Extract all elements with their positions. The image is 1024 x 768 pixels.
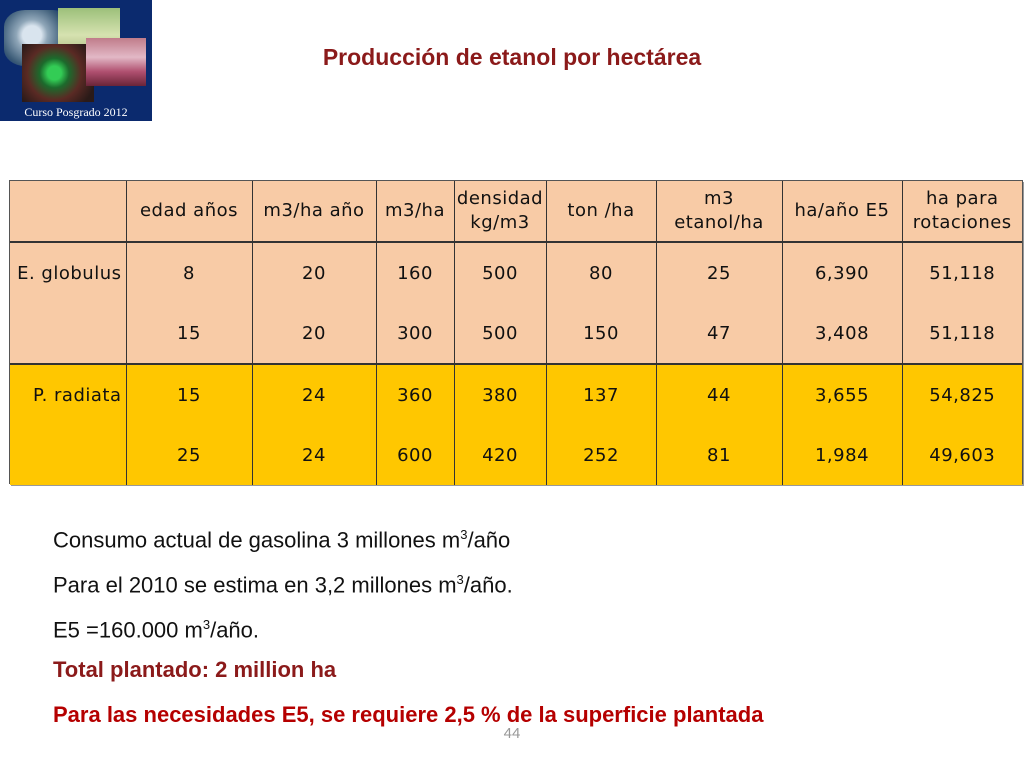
table-cell: 252 [545,425,656,485]
table-cell: 8 [125,242,252,303]
note-text: /año [467,527,511,553]
note-superscript: 3 [456,572,464,587]
note-superscript: 3 [460,527,468,542]
note-text: /año. [210,617,260,643]
note-consumo: Consumo actual de gasolina 3 millones m3… [53,520,763,565]
course-logo: Curso Posgrado 2012 [0,0,152,121]
note-estimacion: Para el 2010 se estima en 3,2 millones m… [53,565,763,610]
species-cell [10,303,126,364]
table-cell: 80 [545,242,656,303]
table-cell: 49,603 [901,425,1022,485]
header-ha-rotaciones: ha para rotaciones [901,181,1022,243]
species-cell [10,425,126,485]
header-m3-ha: m3/ha [375,181,454,243]
species-cell: P. radiata [10,363,126,425]
table-cell: 360 [375,363,454,425]
table-cell: 3,408 [781,303,902,364]
header-ha-ano-e5: ha/año E5 [781,181,902,243]
table-cell: 6,390 [781,242,902,303]
note-text: Consumo actual de gasolina 3 millones m [53,527,461,553]
table-cell: 160 [375,242,454,303]
page-number: 44 [503,725,521,742]
note-superscript: 3 [202,617,211,632]
table-cell: 24 [251,425,376,485]
header-m3-ha-ano: m3/ha año [251,181,376,243]
table-cell: 500 [453,303,546,364]
table-row: E. globulus 8 20 160 500 80 25 6,390 51,… [10,242,1022,303]
note-text: Para el 2010 se estima en 3,2 millones m [53,572,457,598]
table-cell: 137 [545,363,656,425]
table-cell: 600 [375,425,454,485]
table-cell: 15 [125,303,252,364]
table-cell: 1,984 [781,425,902,485]
header-edad: edad años [125,181,252,243]
table-cell: 150 [545,303,656,364]
logo-image-flasks [86,38,146,86]
table-row: 25 24 600 420 252 81 1,984 49,603 [10,425,1022,485]
table-cell: 420 [453,425,546,485]
table-cell: 25 [655,242,782,303]
table-cell: 380 [453,363,546,425]
table-cell: 24 [251,363,376,425]
table-cell: 3,655 [781,363,902,425]
logo-image-cell [22,44,94,102]
header-species [10,181,126,243]
logo-caption: Curso Posgrado 2012 [24,105,128,119]
table-cell: 300 [375,303,454,364]
header-m3-etanol: m3 etanol/ha [655,181,782,243]
table-cell: 20 [251,242,376,303]
table-cell: 20 [251,303,376,364]
table-cell: 44 [655,363,782,425]
slide-title: Producción de etanol por hectárea [322,44,702,70]
table-cell: 54,825 [901,363,1022,425]
table-cell: 47 [655,303,782,364]
table-cell: 15 [125,363,252,425]
species-cell: E. globulus [10,242,126,303]
table-cell: 25 [125,425,252,485]
table-header-row: edad años m3/ha año m3/ha densidad kg/m3… [10,181,1022,243]
note-total-plantado: Total plantado: 2 million ha [53,657,337,682]
header-densidad: densidad kg/m3 [453,181,546,243]
table-row: 15 20 300 500 150 47 3,408 51,118 [10,303,1022,364]
table-row: P. radiata 15 24 360 380 137 44 3,655 54… [10,363,1022,425]
table-cell: 51,118 [901,242,1022,303]
note-text: /año. [463,572,513,598]
header-ton-ha: ton /ha [545,181,656,243]
note-necesidades: Para las necesidades E5, se requiere 2,5… [53,702,764,727]
note-e5: E5 =160.000 m3/año. [53,610,763,655]
table-cell: 500 [453,242,546,303]
table-cell: 51,118 [901,303,1022,364]
note-text: E5 =160.000 m [53,617,203,643]
table-cell: 81 [655,425,782,485]
ethanol-table: edad años m3/ha año m3/ha densidad kg/m3… [9,180,1023,485]
notes: Consumo actual de gasolina 3 millones m3… [53,520,763,745]
